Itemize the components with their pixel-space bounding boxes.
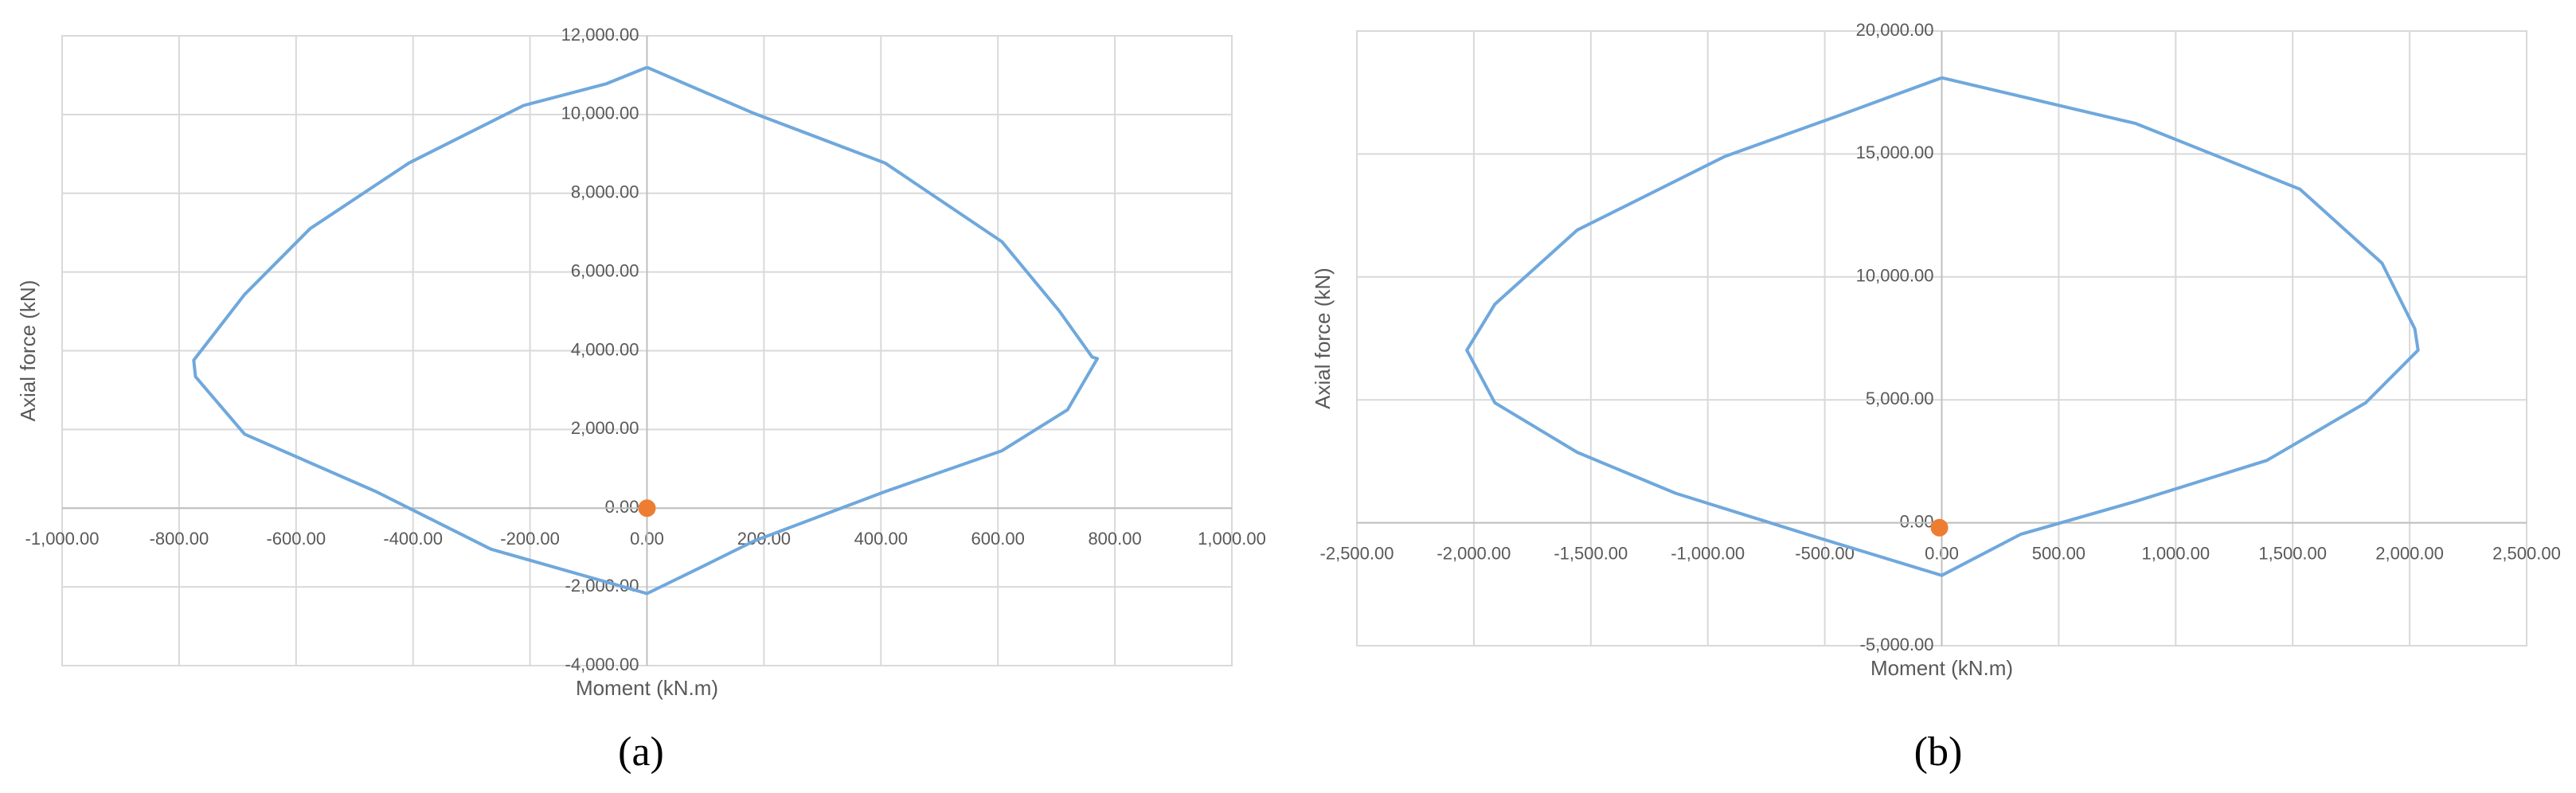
y-tick-label: 12,000.00 xyxy=(561,25,639,45)
x-tick-label: -400.00 xyxy=(383,529,443,549)
x-tick-label: -600.00 xyxy=(266,529,326,549)
y-axis-title: Axial force (kN) xyxy=(16,280,40,422)
x-tick-label: 600.00 xyxy=(971,529,1025,549)
y-tick-label: 10,000.00 xyxy=(1856,266,1934,286)
y-tick-label: 4,000.00 xyxy=(571,339,639,359)
x-tick-label: 2,000.00 xyxy=(2375,543,2444,563)
y-axis-title: Axial force (kN) xyxy=(1311,268,1335,409)
x-tick-label: -800.00 xyxy=(150,529,209,549)
data-point xyxy=(1930,518,1949,537)
x-tick-label: -200.00 xyxy=(500,529,560,549)
y-tick-label: 8,000.00 xyxy=(571,182,639,202)
x-tick-label: -1,500.00 xyxy=(1554,543,1628,563)
x-tick-label: -2,000.00 xyxy=(1437,543,1511,563)
x-tick-label: -1,000.00 xyxy=(25,529,100,549)
x-tick-label: 500.00 xyxy=(2032,543,2085,563)
x-tick-label: 800.00 xyxy=(1088,529,1141,549)
x-tick-label: 1,000.00 xyxy=(2141,543,2210,563)
caption: (b) xyxy=(1914,729,1963,775)
caption: (a) xyxy=(618,729,664,775)
curve xyxy=(192,65,1100,596)
y-tick-label: -4,000.00 xyxy=(565,654,639,674)
y-tick-label: 10,000.00 xyxy=(561,104,639,123)
x-tick-label: 1,000.00 xyxy=(1198,529,1266,549)
x-tick-label: -2,500.00 xyxy=(1320,543,1394,563)
x-tick-label: 400.00 xyxy=(854,529,908,549)
x-tick-label: -1,000.00 xyxy=(1671,543,1745,563)
y-tick-label: 15,000.00 xyxy=(1856,143,1934,162)
y-tick-label: -2,000.00 xyxy=(565,576,639,596)
y-tick-label: 0.00 xyxy=(1900,511,1934,531)
y-tick-label: -5,000.00 xyxy=(1860,635,1934,654)
x-axis-title: Moment (kN.m) xyxy=(1870,656,2013,680)
curve xyxy=(1465,76,2420,577)
x-axis-title: Moment (kN.m) xyxy=(576,676,718,700)
y-tick-label: 20,000.00 xyxy=(1856,20,1934,40)
y-tick-label: 6,000.00 xyxy=(571,260,639,280)
x-tick-label: 1,500.00 xyxy=(2258,543,2327,563)
y-tick-label: 5,000.00 xyxy=(1866,389,1934,408)
x-tick-label: 2,500.00 xyxy=(2492,543,2561,563)
y-tick-label: 0.00 xyxy=(605,497,639,517)
y-tick-label: 2,000.00 xyxy=(571,418,639,438)
data-point xyxy=(638,499,656,518)
